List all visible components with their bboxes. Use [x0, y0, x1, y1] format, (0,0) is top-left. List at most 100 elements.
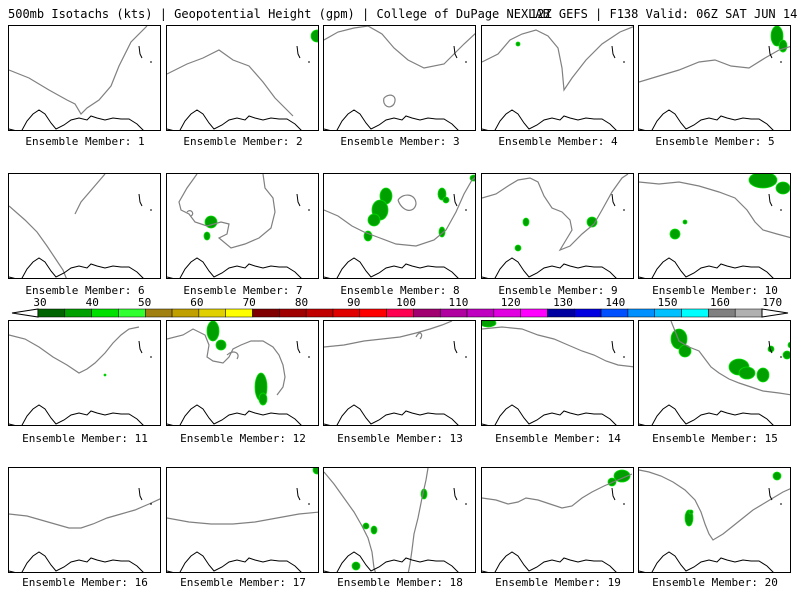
map-graphic — [639, 26, 790, 130]
member-caption: Ensemble Member: 15 — [652, 432, 778, 445]
colorbar-swatch — [574, 308, 602, 318]
isotach-fill-area — [203, 231, 211, 241]
height-contour — [482, 174, 629, 252]
lake-outline — [296, 193, 310, 211]
lake-outline — [453, 487, 467, 505]
height-contour — [639, 45, 790, 83]
ensemble-member-map-17 — [166, 467, 319, 573]
height-contour — [324, 468, 429, 572]
isotach-fill-area — [522, 217, 530, 227]
isotach-fill-area — [682, 219, 688, 225]
lake-outline — [453, 340, 467, 358]
ensemble-member-map-13 — [323, 320, 476, 426]
coastline — [9, 404, 144, 425]
colorbar-swatch — [171, 308, 200, 318]
height-contour — [670, 321, 790, 396]
colorbar-swatch — [734, 308, 763, 318]
colorbar-swatch — [359, 308, 387, 318]
colorbar-label: 120 — [501, 296, 521, 309]
height-contour — [482, 473, 633, 509]
lake-outline — [453, 193, 467, 211]
lake-outline — [611, 487, 625, 505]
colorbar-right-arrow — [761, 308, 789, 318]
colorbar-swatch — [708, 308, 736, 318]
isotach-colorbar: 30 40 50 60 70 80 90 100 110 120 130 140 150 160 170 — [0, 296, 800, 320]
coastline — [482, 551, 617, 572]
map-graphic — [9, 26, 152, 130]
coastline — [167, 257, 302, 278]
colorbar-swatch — [493, 308, 521, 318]
isotach-fill-area — [442, 196, 450, 204]
height-contour — [324, 176, 475, 247]
map-graphic — [167, 174, 310, 278]
isotach-fill-area — [688, 509, 694, 515]
colorbar-swatch — [466, 308, 495, 318]
colorbar-label: 160 — [710, 296, 730, 309]
coastline — [324, 404, 459, 425]
isotach-fill-area — [215, 339, 227, 351]
colorbar-swatch — [64, 308, 92, 318]
colorbar-label: 150 — [658, 296, 678, 309]
colorbar-label: 130 — [553, 296, 573, 309]
isotach-fill-area — [748, 174, 778, 189]
isotach-fill-area — [258, 392, 268, 406]
coastline — [9, 109, 144, 130]
colorbar-label: 40 — [86, 296, 99, 309]
colorbar-swatch — [332, 308, 361, 318]
map-graphic — [9, 174, 152, 278]
colorbar-label: 50 — [138, 296, 151, 309]
member-caption: Ensemble Member: 6 — [25, 284, 145, 297]
lake-outline — [611, 45, 625, 63]
lake-outline — [768, 193, 782, 211]
ensemble-member-map-4 — [481, 25, 634, 131]
map-graphic — [9, 487, 160, 572]
lake-outline — [611, 193, 625, 211]
ensemble-member-map-19 — [481, 467, 634, 573]
member-caption: Ensemble Member: 9 — [498, 284, 618, 297]
height-contour — [9, 26, 148, 115]
isotach-fill-area — [310, 29, 318, 43]
colorbar-swatch — [547, 308, 575, 318]
height-contour — [178, 174, 276, 249]
isotach-fill-area — [482, 321, 497, 328]
isotach-fill-area — [437, 187, 447, 201]
ensemble-member-map-6 — [8, 173, 161, 279]
ensemble-member-map-7 — [166, 173, 319, 279]
member-caption: Ensemble Member: 7 — [183, 284, 303, 297]
isotach-fill-area — [772, 471, 782, 481]
ensemble-member-map-9 — [481, 173, 634, 279]
lake-outline — [296, 487, 310, 505]
colorbar-swatch — [198, 308, 226, 318]
member-caption: Ensemble Member: 10 — [652, 284, 778, 297]
colorbar-swatch — [37, 308, 66, 318]
isotach-fill-area — [370, 525, 378, 535]
map-graphic — [482, 469, 633, 572]
ensemble-member-map-20 — [638, 467, 791, 573]
member-caption: Ensemble Member: 5 — [655, 135, 775, 148]
height-contour — [324, 26, 475, 108]
member-caption: Ensemble Member: 20 — [652, 576, 778, 589]
coastline — [639, 109, 774, 130]
colorbar-swatch — [91, 308, 119, 318]
coastline — [324, 109, 459, 130]
height-contour — [482, 26, 633, 92]
map-graphic — [9, 326, 152, 425]
map-graphic — [639, 469, 790, 572]
colorbar-left-arrow — [11, 308, 39, 318]
colorbar-swatch — [118, 308, 146, 318]
lake-outline — [453, 45, 467, 63]
coastline — [639, 404, 774, 425]
map-graphic — [482, 26, 633, 130]
colorbar-label: 100 — [396, 296, 416, 309]
height-contour — [9, 498, 160, 529]
coastline — [324, 551, 459, 572]
colorbar-swatch — [520, 308, 548, 318]
lake-outline — [768, 340, 782, 358]
member-caption: Ensemble Member: 17 — [180, 576, 306, 589]
isotach-fill-area — [362, 522, 370, 530]
isotach-fill-area — [312, 468, 318, 475]
colorbar-label: 80 — [295, 296, 308, 309]
member-caption: Ensemble Member: 19 — [495, 576, 621, 589]
coastline — [167, 551, 302, 572]
ensemble-member-map-1 — [8, 25, 161, 131]
